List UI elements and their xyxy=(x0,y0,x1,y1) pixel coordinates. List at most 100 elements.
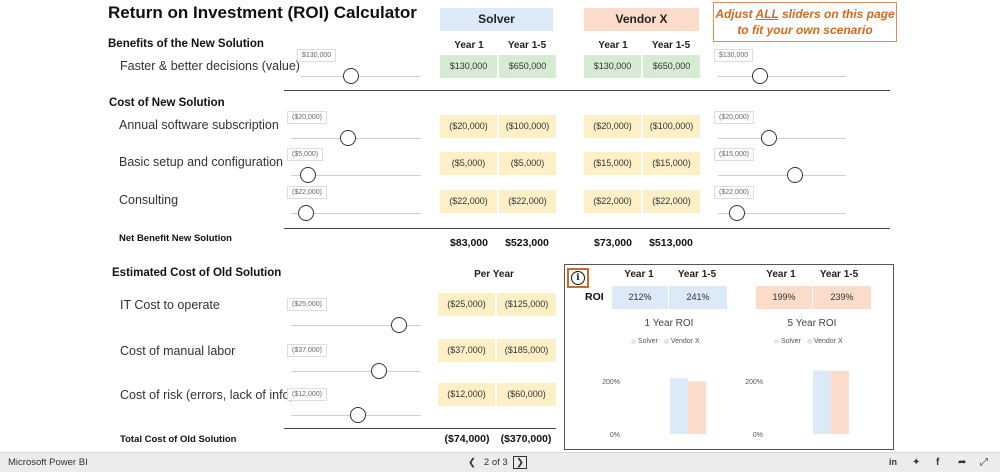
cost-new-slider-left[interactable]: ($22,000) xyxy=(287,186,425,222)
benefit-slider-right-track[interactable] xyxy=(718,76,846,77)
roi-chart-legend: Solver Vendor X xyxy=(774,338,849,345)
roi-bar-chart: 200% 0% xyxy=(745,370,849,439)
benefit-slider-right-value: $130,000 xyxy=(714,49,754,62)
cost-old-year1-5: ($185,000) xyxy=(497,339,556,362)
cost-new-slider-right-handle[interactable] xyxy=(760,130,777,146)
roi-label: ROI xyxy=(585,291,604,303)
legend-label: Solver xyxy=(638,338,658,345)
legend-item: Vendor X xyxy=(663,338,700,345)
roi-vendor-year1: 199% xyxy=(756,286,812,309)
cost-old-year1: ($25,000) xyxy=(438,293,495,316)
cost-new-slider-left-track[interactable] xyxy=(291,213,421,214)
facebook-icon[interactable]: f xyxy=(936,457,940,468)
cost-new-slider-left-value: ($5,000) xyxy=(287,148,324,161)
cost-new-slider-right-track[interactable] xyxy=(718,213,846,214)
cost-new-slider-left-value: ($22,000) xyxy=(287,186,327,199)
cost-old-slider-handle[interactable] xyxy=(350,407,367,423)
cost-new-slider-right-track[interactable] xyxy=(718,138,846,139)
twitter-icon[interactable]: ✦ xyxy=(912,457,921,468)
cost-new-slider-left[interactable]: ($5,000) xyxy=(287,148,425,184)
y-tick-label: 200% xyxy=(602,379,620,386)
fullscreen-icon[interactable]: ⤢ xyxy=(980,457,988,468)
cost-old-slider-handle[interactable] xyxy=(370,363,387,379)
cost-new-vendor-year1-5: ($100,000) xyxy=(643,115,700,138)
roi-solver-year1: 212% xyxy=(612,286,668,309)
cost-old-divider xyxy=(284,428,556,429)
benefit-slider-right-handle[interactable] xyxy=(751,68,768,84)
cost-old-heading: Estimated Cost of Old Solution xyxy=(112,267,282,279)
vendor-x-header: Vendor X xyxy=(584,8,699,31)
legend-item: Vendor X xyxy=(806,338,843,345)
page-title: Return on Investment (ROI) Calculator xyxy=(108,3,417,22)
benefit-slider-left[interactable]: $130,000 xyxy=(297,49,425,85)
roi-bar-solver[interactable] xyxy=(670,378,688,434)
cost-new-slider-right-handle[interactable] xyxy=(729,205,746,221)
cost-new-slider-left-track[interactable] xyxy=(291,138,421,139)
cost-new-vendor-year1: ($15,000) xyxy=(584,152,641,175)
power-bi-brand[interactable]: Microsoft Power BI xyxy=(8,457,88,468)
benefit-slider-left-handle[interactable] xyxy=(342,68,359,84)
cost-new-heading: Cost of New Solution xyxy=(109,97,225,109)
cost-old-slider[interactable]: ($12,000) xyxy=(287,388,425,424)
cost-new-slider-left-handle[interactable] xyxy=(340,130,357,146)
cost-new-slider-left[interactable]: ($20,000) xyxy=(287,111,425,147)
banner-emphasis: ALL xyxy=(755,7,779,21)
cost-new-slider-right-value: ($22,000) xyxy=(714,186,754,199)
solver-year1-5-header: Year 1-5 xyxy=(507,40,547,51)
benefit-slider-left-track[interactable] xyxy=(301,76,421,77)
roi-solver-year1-header: Year 1 xyxy=(624,269,654,280)
cost-new-slider-left-track[interactable] xyxy=(291,175,421,176)
cost-new-slider-right-value: ($20,000) xyxy=(714,111,754,124)
cost-old-year1: ($37,000) xyxy=(438,339,495,362)
cost-new-divider xyxy=(284,228,890,229)
cost-old-slider-track[interactable] xyxy=(291,325,421,326)
roi-solver-year1-5-header: Year 1-5 xyxy=(677,269,717,280)
share-icon[interactable]: ➦ xyxy=(958,457,967,468)
benefit-vendor-year1: $130,000 xyxy=(584,55,641,78)
net-vendor-year1: $73,000 xyxy=(594,237,632,249)
cost-new-slider-right-value: ($15,000) xyxy=(714,148,754,161)
cost-new-slider-right-track[interactable] xyxy=(718,175,846,176)
benefits-heading: Benefits of the New Solution xyxy=(108,38,264,50)
info-icon: i xyxy=(571,271,585,285)
roi-bar-solver[interactable] xyxy=(813,370,831,434)
roi-vendor-year1-5-header: Year 1-5 xyxy=(819,269,859,280)
cost-new-slider-right-handle[interactable] xyxy=(787,167,804,183)
cost-new-slider-left-handle[interactable] xyxy=(297,205,314,221)
roi-chart-title: 5 Year ROI xyxy=(787,318,837,329)
cost-new-solver-year1-5: ($5,000) xyxy=(499,152,556,175)
next-page-icon[interactable]: ❯ xyxy=(512,456,527,469)
cost-old-label: Cost of manual labor xyxy=(120,344,236,358)
legend-item: Solver xyxy=(774,338,801,345)
linkedin-icon[interactable]: in xyxy=(889,457,897,467)
info-button[interactable]: i xyxy=(567,268,589,288)
cost-old-slider[interactable]: ($37,000) xyxy=(287,344,425,380)
roi-bar-vendor-x[interactable] xyxy=(688,381,706,434)
benefits-divider xyxy=(284,90,890,91)
cost-old-slider-track[interactable] xyxy=(291,371,421,372)
cost-new-slider-right[interactable]: ($22,000) xyxy=(714,186,850,222)
cost-new-slider-left-handle[interactable] xyxy=(300,167,317,183)
cost-new-vendor-year1: ($22,000) xyxy=(584,190,641,213)
cost-old-slider[interactable]: ($25,000) xyxy=(287,298,425,334)
banner-text-1: Adjust xyxy=(715,7,756,21)
vendor-year1-5-header: Year 1-5 xyxy=(651,40,691,51)
roi-bar-chart: 200% 0% xyxy=(602,378,706,439)
cost-old-slider-value: ($37,000) xyxy=(287,344,327,357)
cost-new-slider-right[interactable]: ($15,000) xyxy=(714,148,850,184)
cost-new-slider-right[interactable]: ($20,000) xyxy=(714,111,850,147)
roi-bar-vendor-x[interactable] xyxy=(831,370,849,434)
prev-page-icon[interactable]: ❮ xyxy=(468,457,476,468)
net-solver-year1-5: $523,000 xyxy=(505,237,549,249)
benefit-slider-left-value: $130,000 xyxy=(297,49,337,62)
cost-old-label: Cost of risk (errors, lack of info) xyxy=(120,388,294,402)
cost-old-slider-handle[interactable] xyxy=(391,317,408,333)
total-old-year1: ($74,000) xyxy=(444,433,490,445)
benefit-slider-right[interactable]: $130,000 xyxy=(714,49,850,85)
roi-vendor-year1-header: Year 1 xyxy=(766,269,796,280)
cost-old-year1: ($12,000) xyxy=(438,383,495,406)
instruction-banner: Adjust ALL sliders on this page to fit y… xyxy=(713,2,897,42)
cost-new-slider-left-value: ($20,000) xyxy=(287,111,327,124)
cost-new-solver-year1: ($20,000) xyxy=(440,115,497,138)
legend-label: Solver xyxy=(781,338,801,345)
